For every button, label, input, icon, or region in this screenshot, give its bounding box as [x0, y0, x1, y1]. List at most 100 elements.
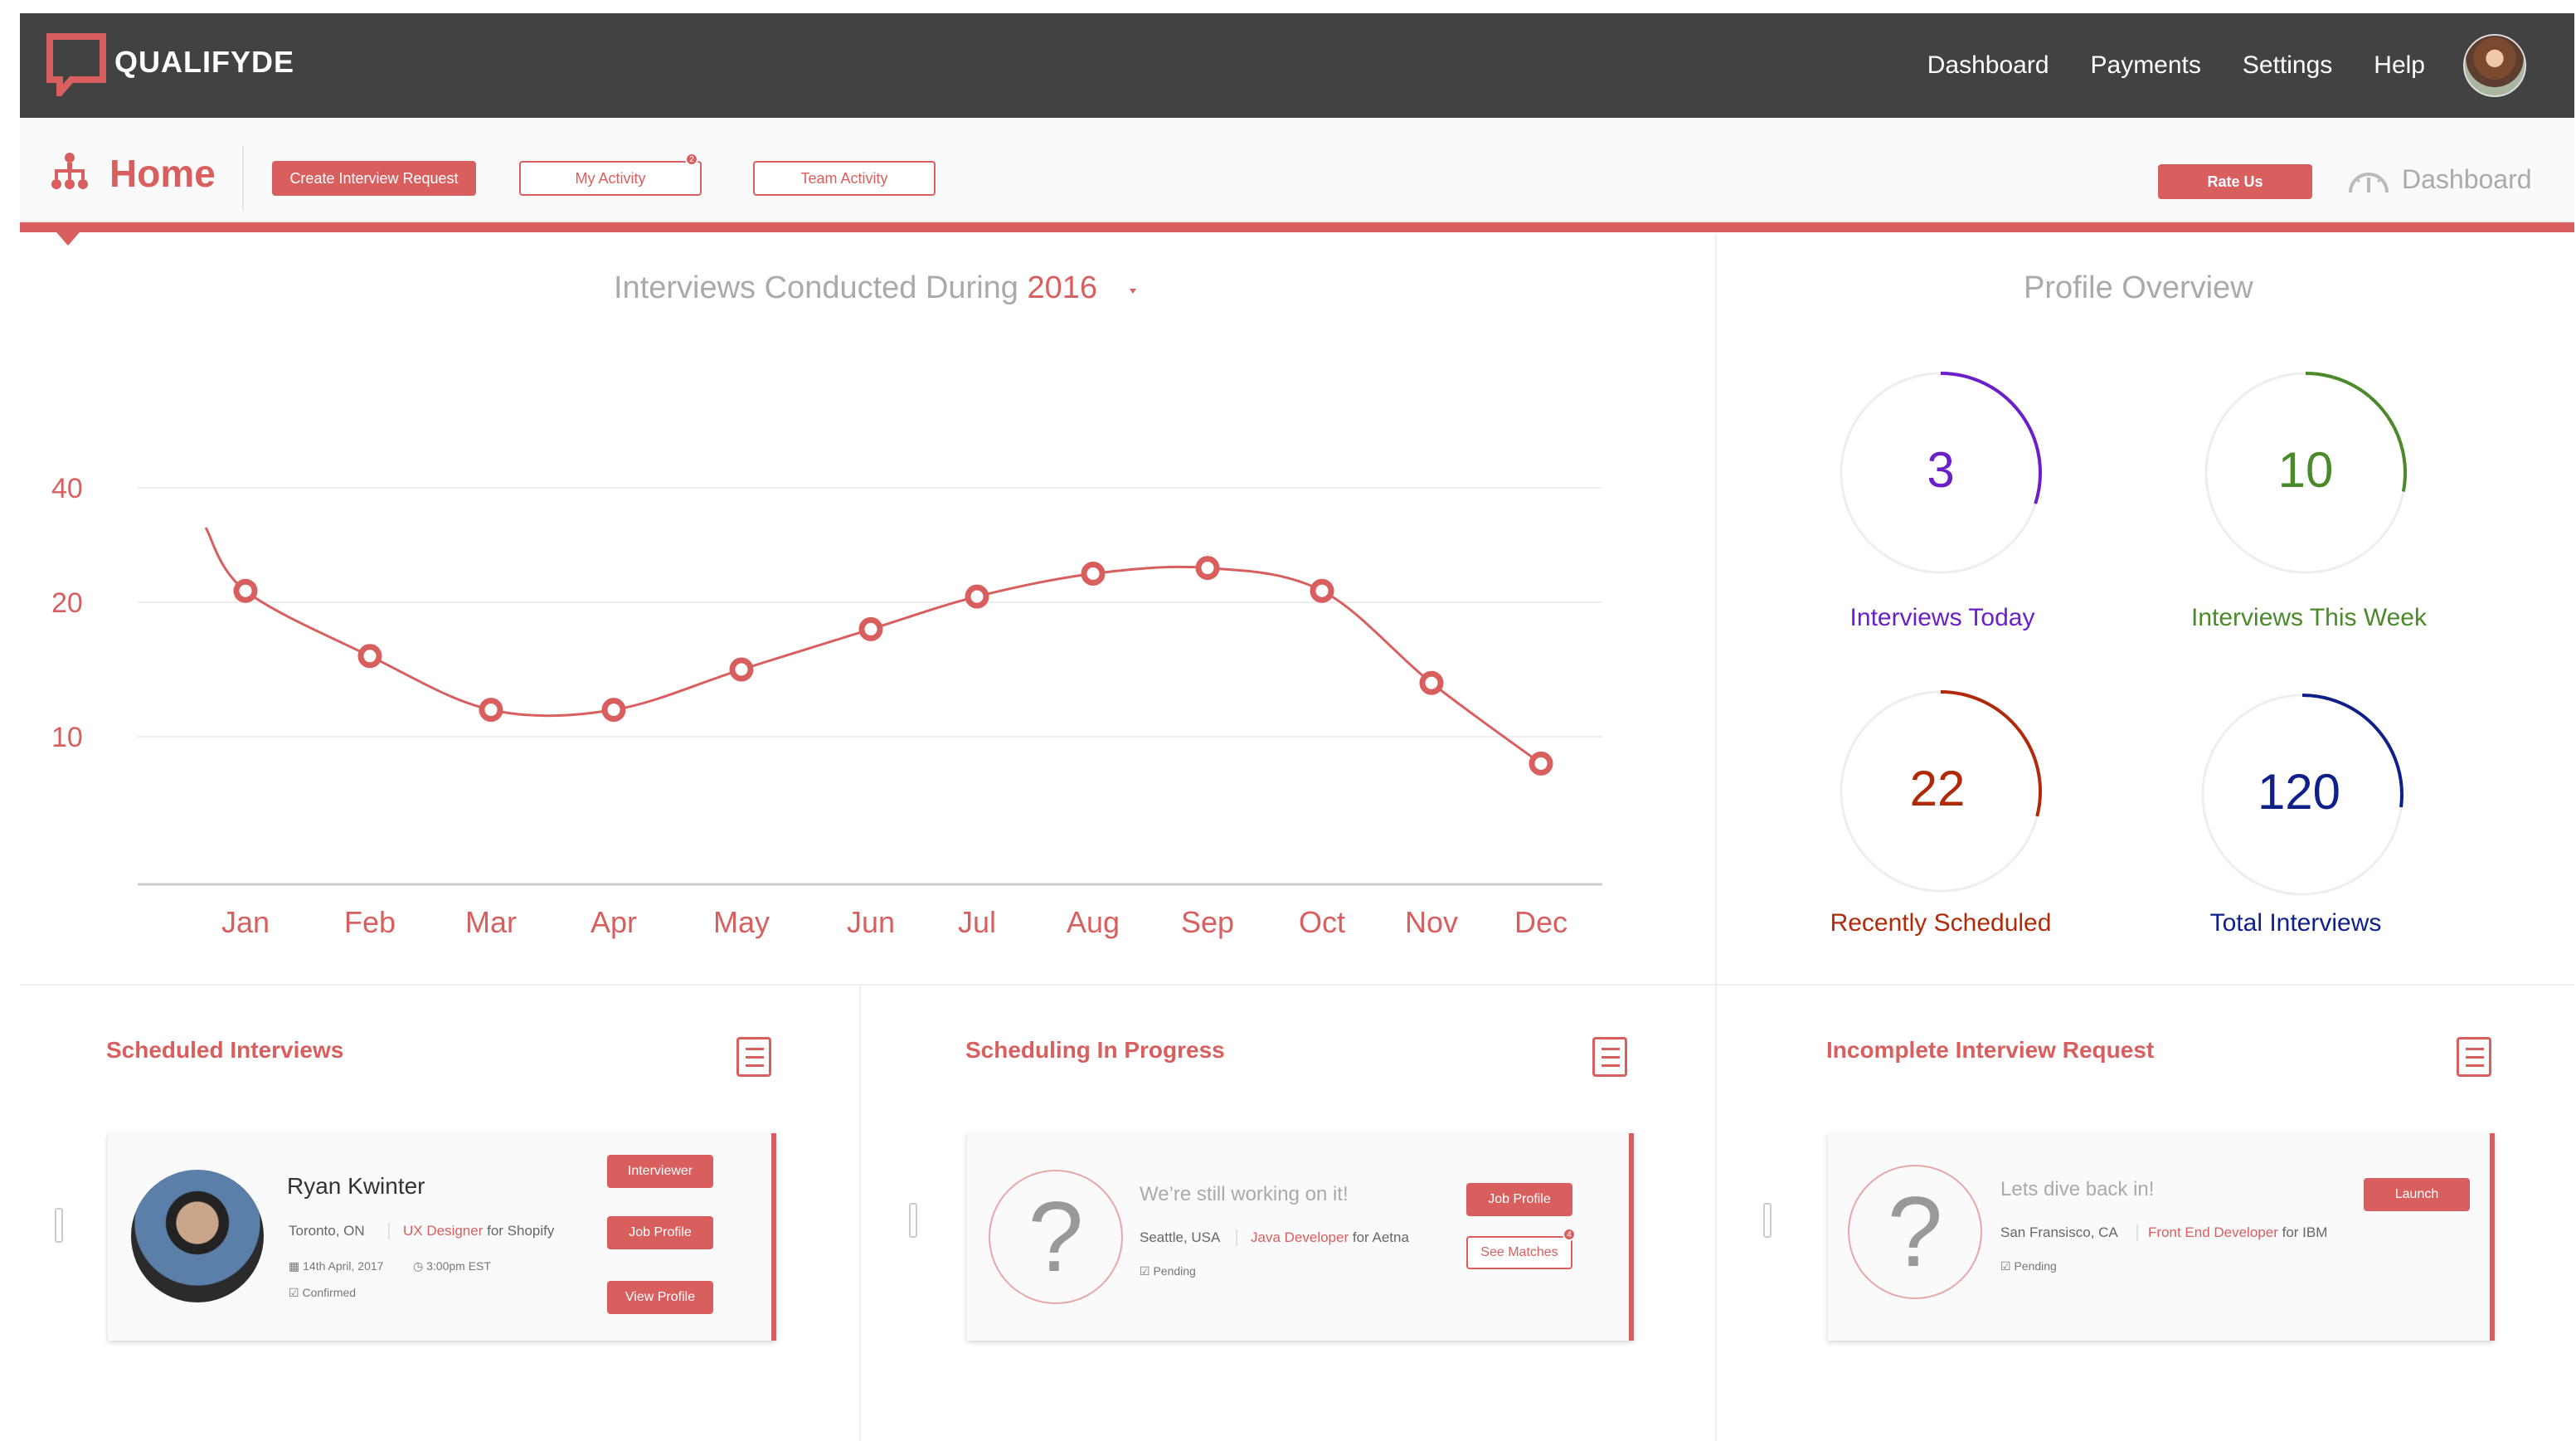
incomplete-company: for IBM — [2282, 1224, 2328, 1240]
data-point[interactable] — [601, 698, 626, 723]
progress-message: We’re still working on it! — [1140, 1183, 1349, 1205]
progress-location: Seattle, USA — [1140, 1229, 1221, 1245]
series-line — [204, 527, 1542, 765]
progress-status: Pending — [1153, 1264, 1196, 1278]
x-tick-label: May — [713, 905, 770, 939]
x-tick-label: Jul — [958, 905, 996, 939]
incomplete-location: San Fransisco, CA — [2000, 1224, 2118, 1240]
data-point[interactable] — [357, 644, 382, 669]
recently-scheduled-label: Recently Scheduled — [1830, 909, 2052, 937]
lower-divider-2 — [1715, 984, 1717, 1441]
rate-us-button[interactable]: Rate Us — [2158, 164, 2312, 199]
scheduling-in-progress-title: Scheduling In Progress — [965, 1037, 1225, 1063]
dashboard-link-label: Dashboard — [2402, 163, 2532, 194]
accent-bar — [20, 222, 2574, 232]
nav-payments[interactable]: Payments — [2090, 51, 2201, 79]
list-icon[interactable] — [2457, 1037, 2491, 1077]
progress-status-row: ☑ Pending — [1140, 1264, 1196, 1278]
calendar-icon: ▦ — [289, 1259, 300, 1273]
chart-title: Interviews Conducted During 2016 — [614, 270, 1097, 306]
x-tick-label: Oct — [1299, 905, 1345, 939]
interview-time-row: ◷ 3:00pm EST — [413, 1259, 491, 1273]
interviews-today-value: 3 — [1927, 442, 1955, 498]
data-point[interactable] — [858, 616, 883, 641]
interview-date-row: ▦ 14th April, 2017 — [289, 1259, 383, 1273]
data-point[interactable] — [1195, 556, 1220, 581]
active-pointer — [56, 232, 80, 246]
x-tick-label: Apr — [591, 905, 637, 939]
nav-settings[interactable]: Settings — [2242, 51, 2333, 79]
dashboard-link[interactable]: Dashboard — [2347, 163, 2532, 196]
data-point[interactable] — [1529, 751, 1553, 776]
my-activity-button[interactable]: My Activity — [519, 161, 702, 196]
profile-overview-title: Profile Overview — [2024, 270, 2253, 305]
incomplete-role-line: Front End Developer for IBM — [2136, 1224, 2327, 1241]
job-profile-button[interactable]: Job Profile — [1466, 1183, 1572, 1216]
brand-name[interactable]: QUALIFYDE — [114, 45, 295, 79]
drag-handle-icon[interactable] — [55, 1208, 63, 1243]
incomplete-status: Pending — [2014, 1259, 2057, 1273]
user-avatar[interactable] — [2463, 34, 2526, 97]
list-icon[interactable] — [736, 1037, 771, 1077]
clock-icon: ◷ — [413, 1259, 424, 1273]
chart-profile-divider — [1715, 234, 1717, 984]
y-tick-label: 20 — [51, 587, 83, 619]
x-tick-label: Sep — [1181, 905, 1234, 939]
data-point[interactable] — [965, 584, 989, 609]
progress-role: Java Developer — [1251, 1229, 1349, 1245]
section-divider — [20, 984, 2574, 986]
x-tick-label: Mar — [465, 905, 517, 939]
checkbox-icon: ☑ — [2000, 1259, 2011, 1273]
progress-company: for Aetna — [1352, 1229, 1409, 1245]
incomplete-message: Lets dive back in! — [2000, 1178, 2155, 1200]
status-row: ☑ Confirmed — [289, 1286, 356, 1300]
incomplete-request-title: Incomplete Interview Request — [1826, 1037, 2155, 1063]
candidate-role-line: UX Designer for Shopify — [388, 1223, 554, 1239]
data-point[interactable] — [1419, 670, 1444, 695]
data-point[interactable] — [729, 657, 754, 682]
x-tick-label: Nov — [1405, 905, 1458, 939]
placeholder-question-icon: ? — [989, 1170, 1123, 1304]
x-tick-label: Jun — [847, 905, 895, 939]
interviews-week-label: Interviews This Week — [2191, 604, 2427, 631]
my-activity-badge: 2 — [685, 153, 698, 166]
launch-button[interactable]: Launch — [2364, 1178, 2470, 1211]
gauge-icon — [2349, 173, 2389, 193]
drag-handle-icon[interactable] — [909, 1203, 917, 1238]
data-point[interactable] — [479, 698, 503, 723]
main-nav: Dashboard Payments Settings Help — [1886, 13, 2526, 118]
candidate-photo — [131, 1170, 264, 1302]
see-matches-button[interactable]: See Matches — [1466, 1236, 1572, 1269]
top-navbar: QUALIFYDE Dashboard Payments Settings He… — [20, 13, 2574, 118]
data-point[interactable] — [1310, 578, 1334, 603]
year-dropdown-icon[interactable] — [1130, 289, 1136, 294]
data-point[interactable] — [1081, 562, 1106, 586]
nav-dashboard[interactable]: Dashboard — [1927, 51, 2049, 79]
placeholder-question-icon: ? — [1848, 1165, 1982, 1299]
drag-handle-icon[interactable] — [1763, 1203, 1772, 1238]
candidate-location: Toronto, ON — [289, 1223, 365, 1239]
candidate-role: UX Designer — [403, 1223, 484, 1239]
status-text: Confirmed — [302, 1286, 357, 1299]
x-tick-label: Dec — [1514, 905, 1567, 939]
chart-title-text: Interviews Conducted During — [614, 270, 1018, 305]
recently-scheduled-value: 22 — [1909, 761, 1966, 816]
view-profile-button[interactable]: View Profile — [607, 1281, 713, 1314]
x-tick-label: Aug — [1067, 905, 1120, 939]
progress-role-line: Java Developer for Aetna — [1236, 1229, 1409, 1246]
job-profile-button[interactable]: Job Profile — [607, 1216, 713, 1249]
sitemap-icon — [51, 153, 88, 189]
create-interview-request-button[interactable]: Create Interview Request — [272, 161, 476, 196]
total-interviews-value: 120 — [2257, 764, 2341, 820]
list-icon[interactable] — [1592, 1037, 1627, 1077]
y-tick-label: 10 — [51, 722, 83, 753]
interviews-today-label: Interviews Today — [1849, 604, 2035, 631]
lower-divider-1 — [859, 984, 861, 1441]
interviewer-button[interactable]: Interviewer — [607, 1155, 713, 1188]
qualifyde-logo-icon[interactable] — [46, 33, 106, 96]
chart-year[interactable]: 2016 — [1027, 270, 1098, 305]
nav-help[interactable]: Help — [2374, 51, 2425, 79]
team-activity-button[interactable]: Team Activity — [753, 161, 936, 196]
data-point[interactable] — [233, 578, 258, 603]
interview-time: 3:00pm EST — [426, 1259, 491, 1273]
